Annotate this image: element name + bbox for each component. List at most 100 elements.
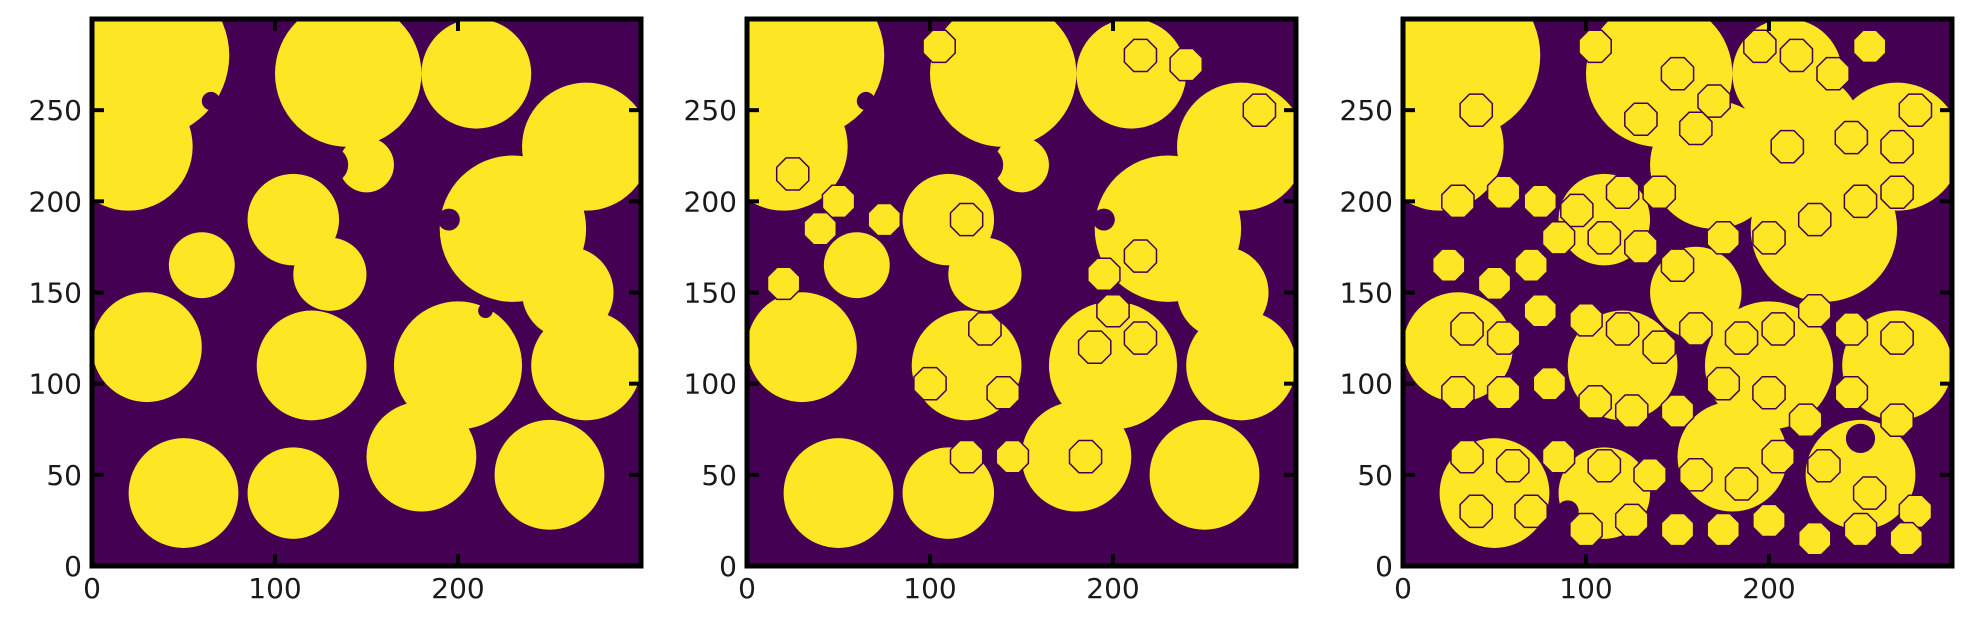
field-blob bbox=[930, 19, 1077, 147]
field-blob bbox=[393, 301, 523, 430]
particle-disk bbox=[1587, 448, 1622, 483]
particle-disk bbox=[1495, 448, 1530, 483]
y-tick-label: 150 bbox=[29, 277, 82, 310]
particle-disk bbox=[1843, 512, 1878, 547]
particle-disk bbox=[1123, 321, 1158, 355]
particle-disk bbox=[1477, 266, 1512, 301]
particle-disk bbox=[1624, 230, 1658, 264]
y-tick-label: 50 bbox=[46, 459, 82, 492]
particle-disk bbox=[1834, 375, 1869, 410]
field-blob bbox=[522, 246, 614, 339]
x-tick-label: 200 bbox=[1742, 572, 1795, 605]
particle-disk bbox=[1523, 184, 1558, 219]
particle-disk bbox=[1123, 239, 1158, 273]
particle-disk bbox=[1706, 220, 1741, 255]
particle-disk bbox=[1514, 248, 1548, 282]
particle-disk bbox=[913, 366, 947, 401]
particle-disk bbox=[1797, 521, 1832, 556]
particle-disk bbox=[1431, 248, 1466, 282]
particle-disk bbox=[1697, 84, 1731, 118]
field-blob bbox=[339, 137, 394, 193]
x-tick-label: 0 bbox=[738, 572, 756, 605]
particle-disk bbox=[1752, 375, 1786, 410]
field-blob bbox=[275, 19, 422, 147]
particle-disk bbox=[1614, 503, 1649, 538]
field-blob bbox=[531, 310, 641, 421]
particle-disk bbox=[803, 211, 838, 246]
field-blob bbox=[1403, 292, 1513, 403]
particle-disk bbox=[922, 29, 956, 64]
particle-disk bbox=[1880, 175, 1914, 210]
particle-disk bbox=[949, 202, 984, 237]
field-blob bbox=[421, 19, 532, 129]
particle-disk bbox=[1880, 403, 1914, 437]
particle-disk bbox=[1678, 111, 1713, 146]
field-blob bbox=[1805, 419, 1916, 530]
particle-disk bbox=[1807, 448, 1841, 483]
particle-disk bbox=[1077, 330, 1112, 365]
particle-disk bbox=[1569, 303, 1603, 337]
particle-disk bbox=[1898, 93, 1933, 127]
field-blob bbox=[948, 237, 1022, 311]
field-hole bbox=[311, 146, 349, 184]
particle-disk bbox=[1450, 439, 1484, 474]
particle-disk bbox=[1752, 503, 1786, 538]
particle-disk bbox=[1523, 293, 1558, 328]
particle-disk bbox=[1752, 220, 1786, 255]
heatmap-field bbox=[1403, 19, 1952, 566]
y-tick-label: 150 bbox=[684, 277, 737, 310]
field-hole bbox=[478, 303, 493, 319]
field-blob bbox=[747, 82, 848, 211]
heatmap-field bbox=[747, 19, 1296, 566]
panel-2: 0 100 200 0 50 100 150 200 250 bbox=[684, 16, 1299, 605]
particle-disk bbox=[1880, 129, 1914, 164]
field-blob bbox=[783, 438, 894, 548]
panel-1: 0 100 200 0 50 100 150 200 250 bbox=[29, 16, 644, 605]
panel-3: 0 100 200 0 50 100 150 200 250 bbox=[1340, 16, 1955, 605]
particle-disk bbox=[1660, 248, 1695, 282]
particle-disk bbox=[1779, 38, 1814, 73]
field-blob bbox=[92, 82, 193, 211]
particle-disk bbox=[1614, 394, 1649, 428]
x-tick-label: 100 bbox=[248, 572, 301, 605]
particle-disk bbox=[1761, 439, 1795, 474]
y-tick-label: 200 bbox=[1340, 185, 1393, 218]
field-blob bbox=[1076, 19, 1187, 129]
particle-disk bbox=[1532, 366, 1567, 401]
particle-disk bbox=[1068, 439, 1103, 474]
field-hole bbox=[856, 91, 876, 111]
particle-disk bbox=[1587, 220, 1622, 255]
particle-disk bbox=[1541, 439, 1576, 474]
particle-disk bbox=[1169, 47, 1204, 82]
y-tick-label: 50 bbox=[1357, 459, 1393, 492]
field-blob bbox=[92, 292, 202, 403]
particle-disk bbox=[1843, 184, 1878, 219]
field-hole bbox=[201, 91, 221, 111]
particle-disk bbox=[1724, 321, 1759, 355]
y-tick-label: 250 bbox=[29, 94, 82, 127]
particle-disk bbox=[1087, 257, 1121, 292]
y-tick-label: 250 bbox=[684, 94, 737, 127]
particle-disk bbox=[1096, 293, 1130, 328]
field-blob bbox=[128, 438, 239, 548]
particle-disk bbox=[1678, 312, 1713, 346]
particle-disk bbox=[1605, 312, 1640, 346]
particle-disk bbox=[1242, 93, 1277, 127]
particle-disk bbox=[1834, 312, 1869, 346]
field-blob bbox=[247, 447, 340, 539]
particle-disk bbox=[1852, 476, 1887, 510]
particle-disk bbox=[968, 312, 1002, 346]
particle-disk bbox=[1441, 375, 1475, 410]
particle-disk bbox=[1834, 120, 1869, 155]
x-tick-label: 0 bbox=[83, 572, 101, 605]
y-tick-label: 0 bbox=[1375, 550, 1393, 583]
particle-disk bbox=[1514, 494, 1548, 529]
particle-disk bbox=[1459, 494, 1494, 529]
particle-disk bbox=[1486, 375, 1521, 410]
particle-disk bbox=[1660, 512, 1695, 547]
particle-disk bbox=[1560, 193, 1594, 228]
particle-disk bbox=[1633, 458, 1667, 492]
particle-disk bbox=[1441, 184, 1475, 219]
particle-disk bbox=[1486, 321, 1521, 355]
particle-disk bbox=[1569, 512, 1603, 547]
